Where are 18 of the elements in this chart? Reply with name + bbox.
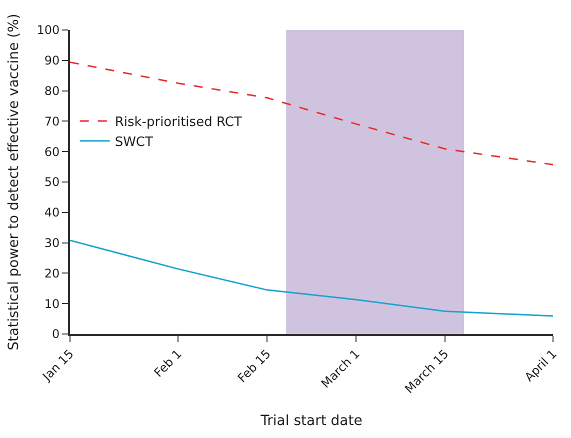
y-tick-label: 30: [44, 236, 60, 250]
y-tick-label: 70: [44, 114, 60, 128]
x-tick-label: Feb 15: [234, 346, 274, 386]
x-axis-title: Trial start date: [260, 412, 362, 429]
legend-label: Risk-prioritised RCT: [114, 115, 242, 130]
y-tick-label: 0: [52, 327, 60, 342]
y-tick-label: 40: [44, 206, 60, 220]
y-tick-label: 90: [44, 54, 60, 68]
y-tick-label: 80: [44, 84, 60, 98]
x-tick-label: Feb 1: [151, 346, 184, 380]
y-tick-label: 20: [44, 266, 60, 280]
x-tick-label: Jan 15: [39, 346, 76, 384]
y-tick-label: 100: [36, 23, 60, 38]
y-tick-label: 60: [44, 144, 60, 159]
y-tick-label: 10: [44, 296, 60, 311]
legend-label: SWCT: [114, 134, 154, 150]
y-tick-label: 50: [44, 175, 60, 190]
y-axis-title: Statistical power to detect effective vaccine (%): [6, 14, 22, 350]
